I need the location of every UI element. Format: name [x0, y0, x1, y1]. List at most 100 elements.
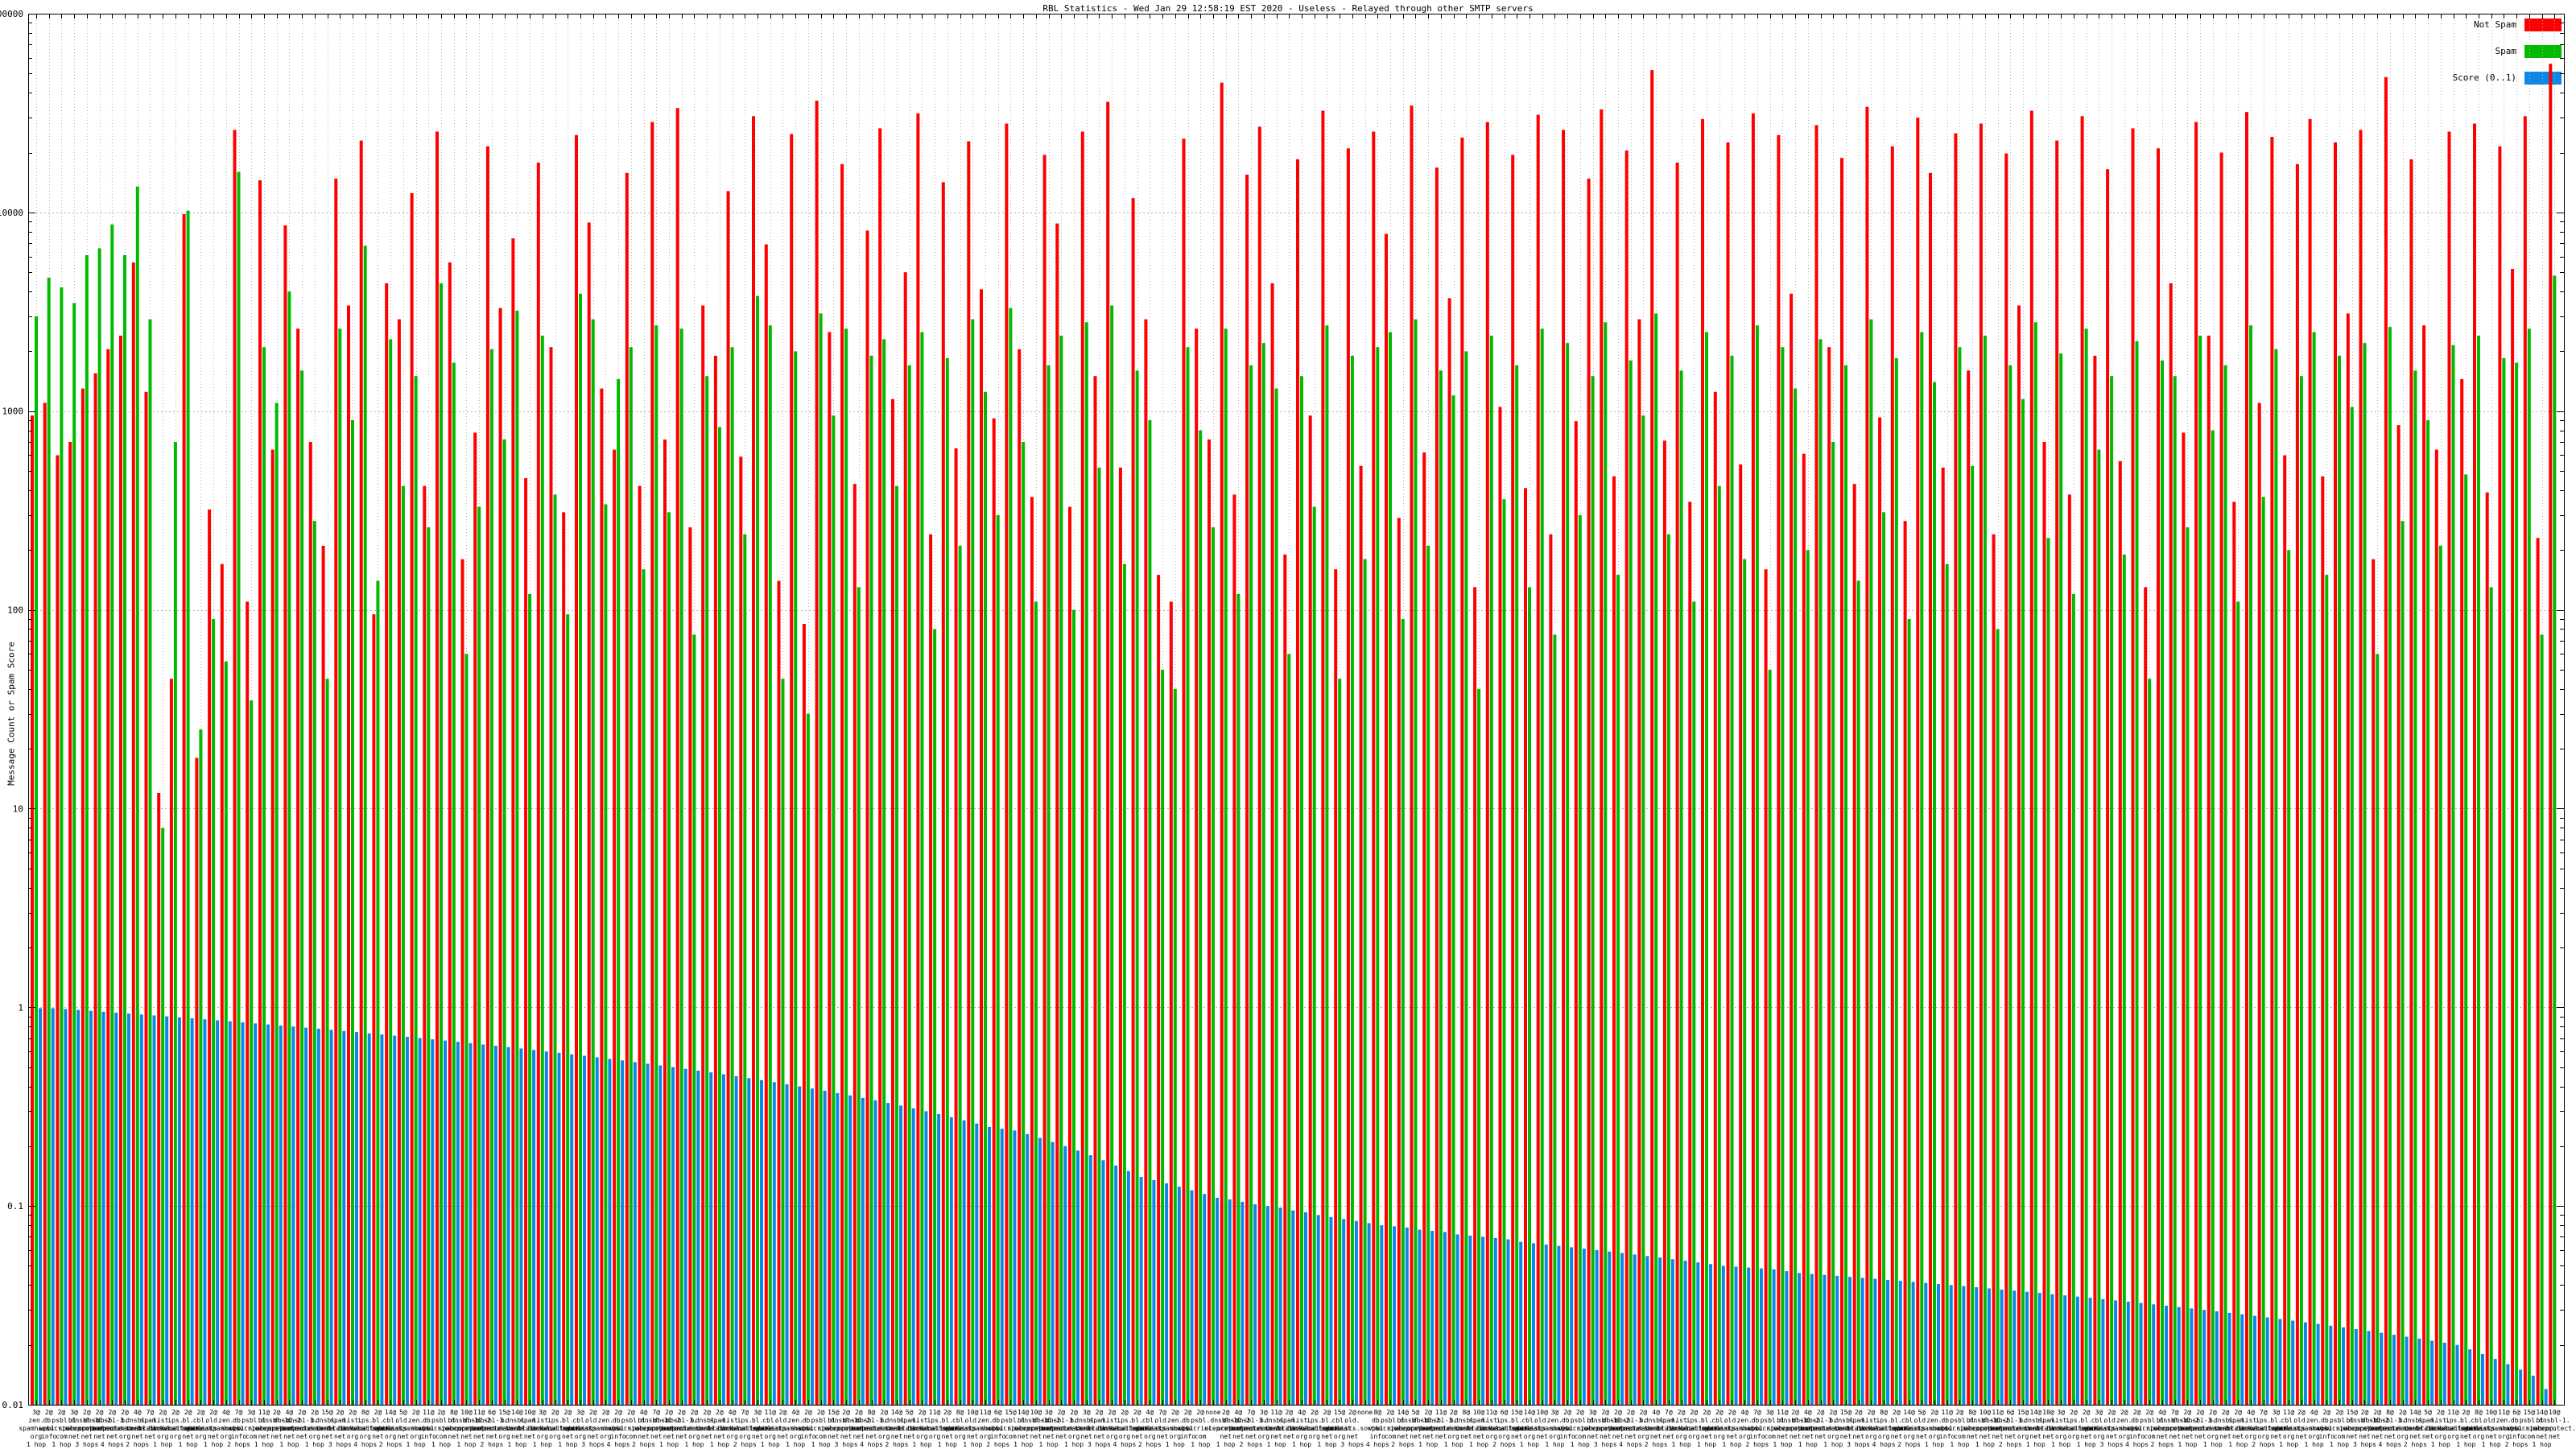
- x-tick-label: 2@: [919, 1409, 927, 1416]
- x-tick-label: org: [575, 1433, 587, 1440]
- x-tick-label: spamcop.: [1577, 1425, 1608, 1432]
- x-tick-label: old.: [2483, 1417, 2499, 1424]
- bar: [1397, 518, 1401, 1405]
- bar: [1734, 1266, 1738, 1405]
- x-tick-label: ips.: [1686, 1417, 1702, 1424]
- x-tick-label: uceprotect.: [1989, 1425, 2032, 1432]
- x-tick-label: net: [296, 1433, 308, 1440]
- x-tick-label: old.: [395, 1417, 411, 1424]
- x-tick-label: dnswl.: [1670, 1425, 1693, 1432]
- bar: [984, 391, 987, 1405]
- x-tick-label: dnsbl.: [886, 1417, 909, 1424]
- bar: [393, 1035, 397, 1405]
- bar: [1949, 1285, 1953, 1405]
- bars-not-spam: [31, 64, 2553, 1406]
- bar: [1692, 601, 1696, 1405]
- bar: [2013, 1290, 2017, 1405]
- x-tick-label: 2@: [1070, 1409, 1078, 1416]
- bar: [2384, 76, 2388, 1406]
- x-tick-label: org: [157, 1433, 169, 1440]
- bar: [1157, 575, 1161, 1405]
- x-tick-label: uceprotect.: [837, 1425, 880, 1432]
- x-tick-label: 10@: [1536, 1409, 1548, 1416]
- x-tick-label: dnsbl.: [2214, 1417, 2237, 1424]
- bar: [1600, 109, 1604, 1405]
- x-tick-label: org: [119, 1433, 131, 1440]
- x-tick-label: net: [1852, 1433, 1864, 1440]
- bar: [1751, 113, 1755, 1405]
- bar: [1241, 1201, 1245, 1405]
- bar: [2245, 112, 2248, 1406]
- x-tick-label: wpbl.: [1178, 1425, 1197, 1432]
- bar: [1312, 506, 1316, 1405]
- bar: [2350, 407, 2354, 1405]
- x-tick-label: dnswl.: [1290, 1425, 1314, 1432]
- bar: [1759, 1268, 1763, 1405]
- x-tick-label: 1 hop: [1444, 1441, 1463, 1448]
- bar: [1666, 534, 1670, 1406]
- x-tick-label: info: [1749, 1433, 1765, 1440]
- bar: [1212, 527, 1215, 1405]
- bar: [878, 128, 882, 1405]
- x-tick-label: old.: [1724, 1417, 1740, 1424]
- x-tick-label: zen.: [1926, 1417, 1942, 1424]
- x-tick-label: net: [638, 1433, 650, 1440]
- x-tick-label: net: [1663, 1433, 1675, 1440]
- x-tick-label: wpbl.: [1368, 1425, 1387, 1432]
- x-tick-label: ips.: [927, 1417, 942, 1424]
- x-tick-label: surriel.: [995, 1425, 1026, 1432]
- x-tick-label: cbl.: [1142, 1417, 1158, 1424]
- bar: [1068, 506, 1071, 1405]
- x-tick-label: b.: [880, 1417, 888, 1424]
- x-tick-label: org: [359, 1433, 371, 1440]
- x-tick-label: dnsbl.sorbs.: [1265, 1425, 1312, 1432]
- bar: [60, 287, 64, 1405]
- x-tick-label: info: [1180, 1433, 1195, 1440]
- x-tick-label: 4@: [286, 1409, 294, 1416]
- bar: [1898, 1281, 1902, 1405]
- x-tick-label: uceprotect.: [2356, 1425, 2399, 1432]
- x-tick-label: com: [56, 1433, 68, 1440]
- x-tick-label: old.: [965, 1417, 980, 1424]
- x-tick-label: 3@: [1260, 1409, 1268, 1416]
- bar: [498, 308, 502, 1406]
- x-tick-label: org: [221, 1433, 233, 1440]
- x-tick-label: list.: [2241, 1417, 2260, 1424]
- bar: [2042, 442, 2046, 1405]
- x-tick-label: b.: [1260, 1417, 1268, 1424]
- bar: [1346, 148, 1350, 1405]
- x-tick-label: sorbs.: [886, 1425, 909, 1432]
- bar: [2148, 679, 2152, 1405]
- bar: [848, 1095, 852, 1405]
- x-tick-label: bl.: [1511, 1417, 1522, 1424]
- bar: [1249, 365, 1253, 1405]
- x-tick-label: 1 hop: [1950, 1441, 1969, 1448]
- x-tick-label: db.: [613, 1417, 624, 1424]
- x-tick-label: net: [942, 1433, 954, 1440]
- x-tick-label: 1 hop: [1418, 1441, 1438, 1448]
- x-tick-label: 3@: [247, 1409, 255, 1416]
- x-tick-label: org: [309, 1433, 321, 1440]
- x-tick-label: psbl.: [1191, 1417, 1210, 1424]
- x-tick-label: 3@: [32, 1409, 40, 1416]
- x-tick-label: bl.: [1587, 1417, 1598, 1424]
- plot-border: [28, 14, 2565, 1406]
- bar: [359, 140, 363, 1406]
- x-tick-label: 2@: [1096, 1409, 1104, 1416]
- bar: [857, 587, 861, 1405]
- x-tick-label: 15@: [2347, 1409, 2359, 1416]
- bar: [1515, 365, 1519, 1405]
- x-tick-label: 11@: [1777, 1409, 1789, 1416]
- x-tick-label: mailspike.: [2446, 1425, 2485, 1432]
- x-tick-label: org: [2068, 1433, 2080, 1440]
- x-tick-label: net: [1777, 1433, 1789, 1440]
- x-tick-label: 15@: [1005, 1409, 1017, 1416]
- bar: [2506, 1364, 2510, 1405]
- x-tick-label: bl.: [182, 1417, 193, 1424]
- x-tick-label: uceprotect.: [1419, 1425, 1462, 1432]
- bar: [852, 484, 857, 1406]
- x-tick-label: spam.: [330, 1417, 349, 1424]
- x-tick-label: info: [990, 1433, 1005, 1440]
- bar: [2417, 1338, 2421, 1405]
- x-tick-label: cbl.: [572, 1417, 588, 1424]
